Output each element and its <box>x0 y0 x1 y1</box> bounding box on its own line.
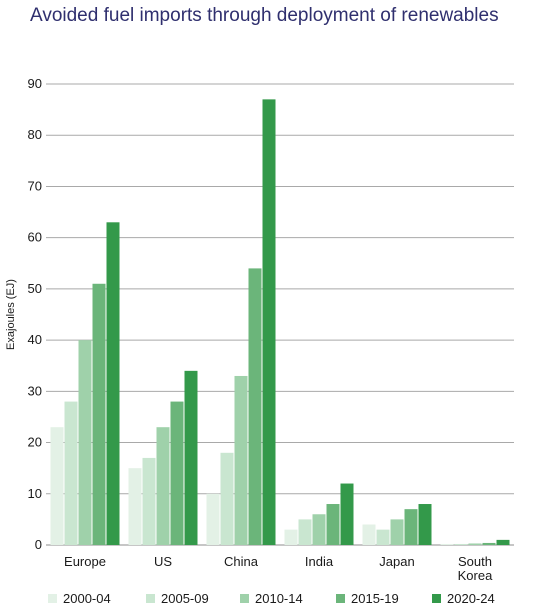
bar <box>128 468 142 545</box>
x-tick-label: Japan <box>379 554 414 569</box>
x-tick-label: India <box>305 554 334 569</box>
x-tick-label: China <box>224 554 259 569</box>
x-tick-label: Korea <box>458 568 493 583</box>
legend: 2000-04 2005-09 2010-14 2015-19 2020-24 <box>48 591 495 606</box>
legend-label: 2020-24 <box>447 591 495 606</box>
bar <box>390 519 404 545</box>
bar <box>482 542 496 545</box>
bars <box>50 99 510 546</box>
legend-swatch <box>336 594 345 603</box>
bar <box>376 529 390 545</box>
bar <box>184 370 198 545</box>
bar <box>220 452 234 545</box>
gridlines <box>46 83 514 546</box>
y-axis-ticks: 0 10 20 30 40 50 60 70 80 90 <box>28 76 42 552</box>
bar <box>496 539 510 545</box>
x-tick-label: South <box>458 554 492 569</box>
y-tick-label: 0 <box>35 537 42 552</box>
bar <box>454 543 468 545</box>
legend-swatch <box>48 594 57 603</box>
bar <box>234 375 248 545</box>
bar <box>206 493 220 545</box>
bar <box>362 524 376 545</box>
bar <box>50 427 64 545</box>
bar <box>326 504 340 545</box>
bar <box>404 509 418 545</box>
bar <box>170 401 184 545</box>
bar <box>312 514 326 545</box>
bar <box>64 401 78 545</box>
x-tick-label: US <box>154 554 172 569</box>
bar <box>418 504 432 545</box>
y-tick-label: 70 <box>28 178 42 193</box>
bar <box>78 340 92 545</box>
bar <box>468 543 482 545</box>
legend-label: 2010-14 <box>255 591 303 606</box>
y-axis-title: Exajoules (EJ) <box>5 279 17 350</box>
bar <box>284 529 298 545</box>
y-tick-label: 40 <box>28 332 42 347</box>
bar <box>262 99 276 545</box>
legend-label: 2000-04 <box>63 591 111 606</box>
bar <box>440 543 454 545</box>
y-tick-label: 80 <box>28 127 42 142</box>
legend-label: 2015-19 <box>351 591 399 606</box>
legend-label: 2005-09 <box>161 591 209 606</box>
legend-swatch <box>432 594 441 603</box>
bar <box>92 283 106 545</box>
y-tick-label: 10 <box>28 486 42 501</box>
legend-swatch <box>146 594 155 603</box>
bar <box>298 519 312 545</box>
bar <box>248 268 262 545</box>
y-tick-label: 50 <box>28 281 42 296</box>
chart-title: Avoided fuel imports through deployment … <box>30 5 499 26</box>
y-tick-label: 20 <box>28 435 42 450</box>
bar <box>340 483 354 545</box>
legend-swatch <box>240 594 249 603</box>
y-tick-label: 90 <box>28 76 42 91</box>
y-tick-label: 30 <box>28 383 42 398</box>
bar <box>106 222 120 546</box>
x-tick-label: Europe <box>64 554 106 569</box>
y-tick-label: 60 <box>28 230 42 245</box>
bar <box>142 457 156 545</box>
bar <box>156 427 170 545</box>
